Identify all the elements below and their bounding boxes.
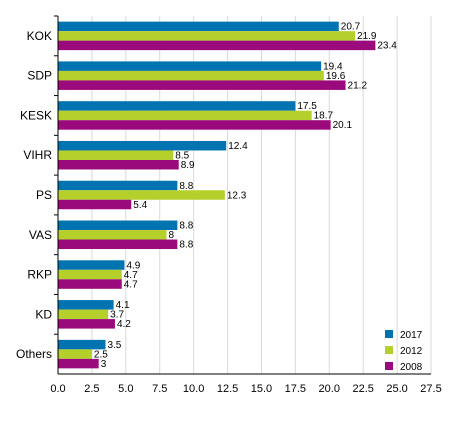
x-tick-label: 25.0 xyxy=(386,383,407,395)
bar-value-label: 3.7 xyxy=(110,310,124,321)
category-label: SDP xyxy=(27,69,52,83)
category-label: RKP xyxy=(27,268,52,282)
bar-value-label: 17.5 xyxy=(297,101,317,112)
bars xyxy=(58,21,376,369)
bar xyxy=(58,279,122,289)
bar-value-label: 8 xyxy=(169,230,175,241)
bar xyxy=(58,120,331,130)
bar-value-label: 4.7 xyxy=(124,279,138,290)
bar-value-label: 23.4 xyxy=(377,41,397,52)
bar xyxy=(58,31,356,41)
legend-label: 2008 xyxy=(400,362,423,373)
legend-swatch xyxy=(385,330,393,338)
bar xyxy=(58,260,125,270)
bar xyxy=(58,101,296,111)
bar-value-label: 4.7 xyxy=(124,270,138,281)
bar xyxy=(58,40,376,51)
bar xyxy=(58,319,115,329)
category-label: PS xyxy=(36,188,52,202)
bar xyxy=(58,300,114,310)
x-tick-label: 7.5 xyxy=(152,383,167,395)
bar xyxy=(58,110,312,121)
bar xyxy=(58,190,225,200)
bar xyxy=(58,269,122,280)
bar xyxy=(58,339,106,350)
x-tick-label: 5.0 xyxy=(118,383,133,395)
bar-value-label: 8.8 xyxy=(179,240,193,251)
legend-swatch xyxy=(385,346,393,354)
bar-value-label: 19.6 xyxy=(326,71,346,82)
x-tick-label: 22.5 xyxy=(352,383,373,395)
bar-value-label: 4.9 xyxy=(126,260,140,271)
bar-value-label: 8.9 xyxy=(181,160,195,171)
bar-value-label: 20.7 xyxy=(341,22,361,33)
x-tick-label: 27.5 xyxy=(420,383,441,395)
bar xyxy=(58,61,322,71)
data-labels: 20.721.923.4 19.419.621.2 17.518.720.1 12.4… xyxy=(94,22,397,370)
bar-value-label: 5.4 xyxy=(133,200,147,211)
bar-value-label: 8.8 xyxy=(179,181,193,192)
x-tick-label: 17.5 xyxy=(285,383,306,395)
bar-value-label: 20.1 xyxy=(333,120,353,131)
bar xyxy=(58,199,132,210)
bar xyxy=(58,349,92,359)
category-label: Others xyxy=(16,347,52,361)
x-tick-label: 15.0 xyxy=(251,383,272,395)
x-tick-label: 20.0 xyxy=(319,383,340,395)
x-tick-label: 2.5 xyxy=(84,383,99,395)
axes: 0.0 2.5 5.0 7.5 10.0 12.5 15.0 17.5 20.0 22.5 25.0… xyxy=(16,15,442,395)
bar-value-label: 18.7 xyxy=(314,111,334,122)
bar-value-label: 12.3 xyxy=(227,190,247,201)
category-label: KD xyxy=(35,307,52,321)
bar-value-label: 8.8 xyxy=(179,221,193,232)
x-tick-label: 0.0 xyxy=(50,383,65,395)
legend-label: 2012 xyxy=(400,346,423,357)
bar xyxy=(58,70,324,81)
category-label: KOK xyxy=(27,29,52,43)
legend-swatch xyxy=(385,362,393,370)
bar xyxy=(58,140,227,151)
bar xyxy=(58,230,167,240)
legend: 2017 2012 2008 xyxy=(385,330,423,373)
bar xyxy=(58,180,178,191)
bar-value-label: 4.1 xyxy=(116,300,130,311)
bar xyxy=(58,358,99,369)
bar xyxy=(58,159,179,170)
bar xyxy=(58,239,178,250)
bar-value-label: 3 xyxy=(101,359,107,370)
bar-value-label: 2.5 xyxy=(94,349,108,360)
x-tick-label: 10.0 xyxy=(183,383,204,395)
category-label: KESK xyxy=(20,108,52,122)
bar xyxy=(58,80,346,90)
bar-value-label: 12.4 xyxy=(228,141,248,152)
legend-label: 2017 xyxy=(400,330,423,341)
bar xyxy=(58,150,174,160)
bar-value-label: 8.5 xyxy=(175,150,189,161)
bar-value-label: 4.2 xyxy=(117,319,131,330)
bar xyxy=(58,220,178,231)
bar xyxy=(58,21,339,32)
x-tick-label: 12.5 xyxy=(217,383,238,395)
bar-value-label: 3.5 xyxy=(107,340,121,351)
bar-value-label: 21.9 xyxy=(357,31,377,42)
category-label: VAS xyxy=(29,228,52,242)
bar xyxy=(58,309,109,320)
bar-value-label: 21.2 xyxy=(348,80,368,91)
bar-value-label: 19.4 xyxy=(323,61,343,72)
category-label: VIHR xyxy=(23,148,52,162)
